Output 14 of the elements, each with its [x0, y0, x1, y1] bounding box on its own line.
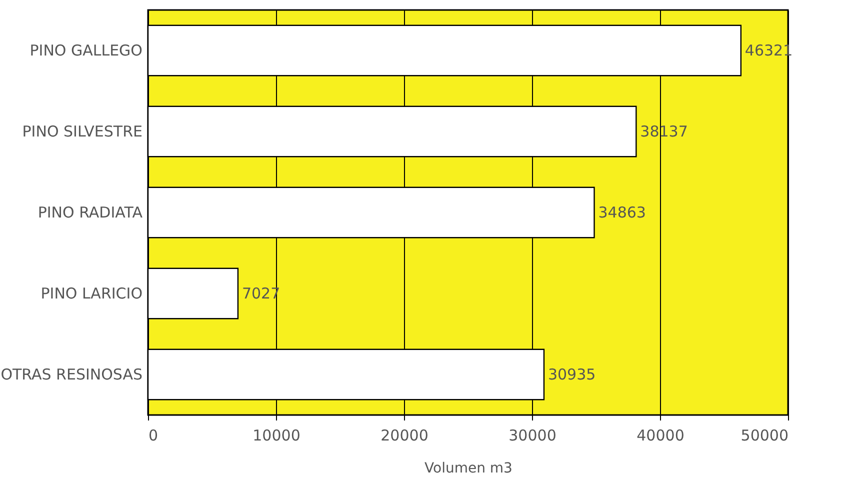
x-axis-title: Volumen m3 — [424, 460, 512, 476]
x-tick-label: 50000 — [740, 426, 788, 444]
y-tick-label: PINO SILVESTRE — [22, 122, 142, 140]
y-tick-label: PINO GALLEGO — [30, 42, 142, 60]
x-tick-label: 0 — [148, 426, 158, 444]
y-tick-label: PINO LARICIO — [40, 284, 142, 302]
x-tick-label: 40000 — [636, 426, 684, 444]
y-tick-label: OTRAS RESINOSAS — [0, 366, 142, 384]
x-tick-label: 20000 — [380, 426, 428, 444]
x-tick-label: 10000 — [252, 426, 300, 444]
x-tick-label: 30000 — [508, 426, 556, 444]
data-label: 30935 — [548, 366, 596, 384]
y-tick-label: PINO RADIATA — [38, 204, 144, 222]
data-label: 34863 — [598, 204, 646, 222]
